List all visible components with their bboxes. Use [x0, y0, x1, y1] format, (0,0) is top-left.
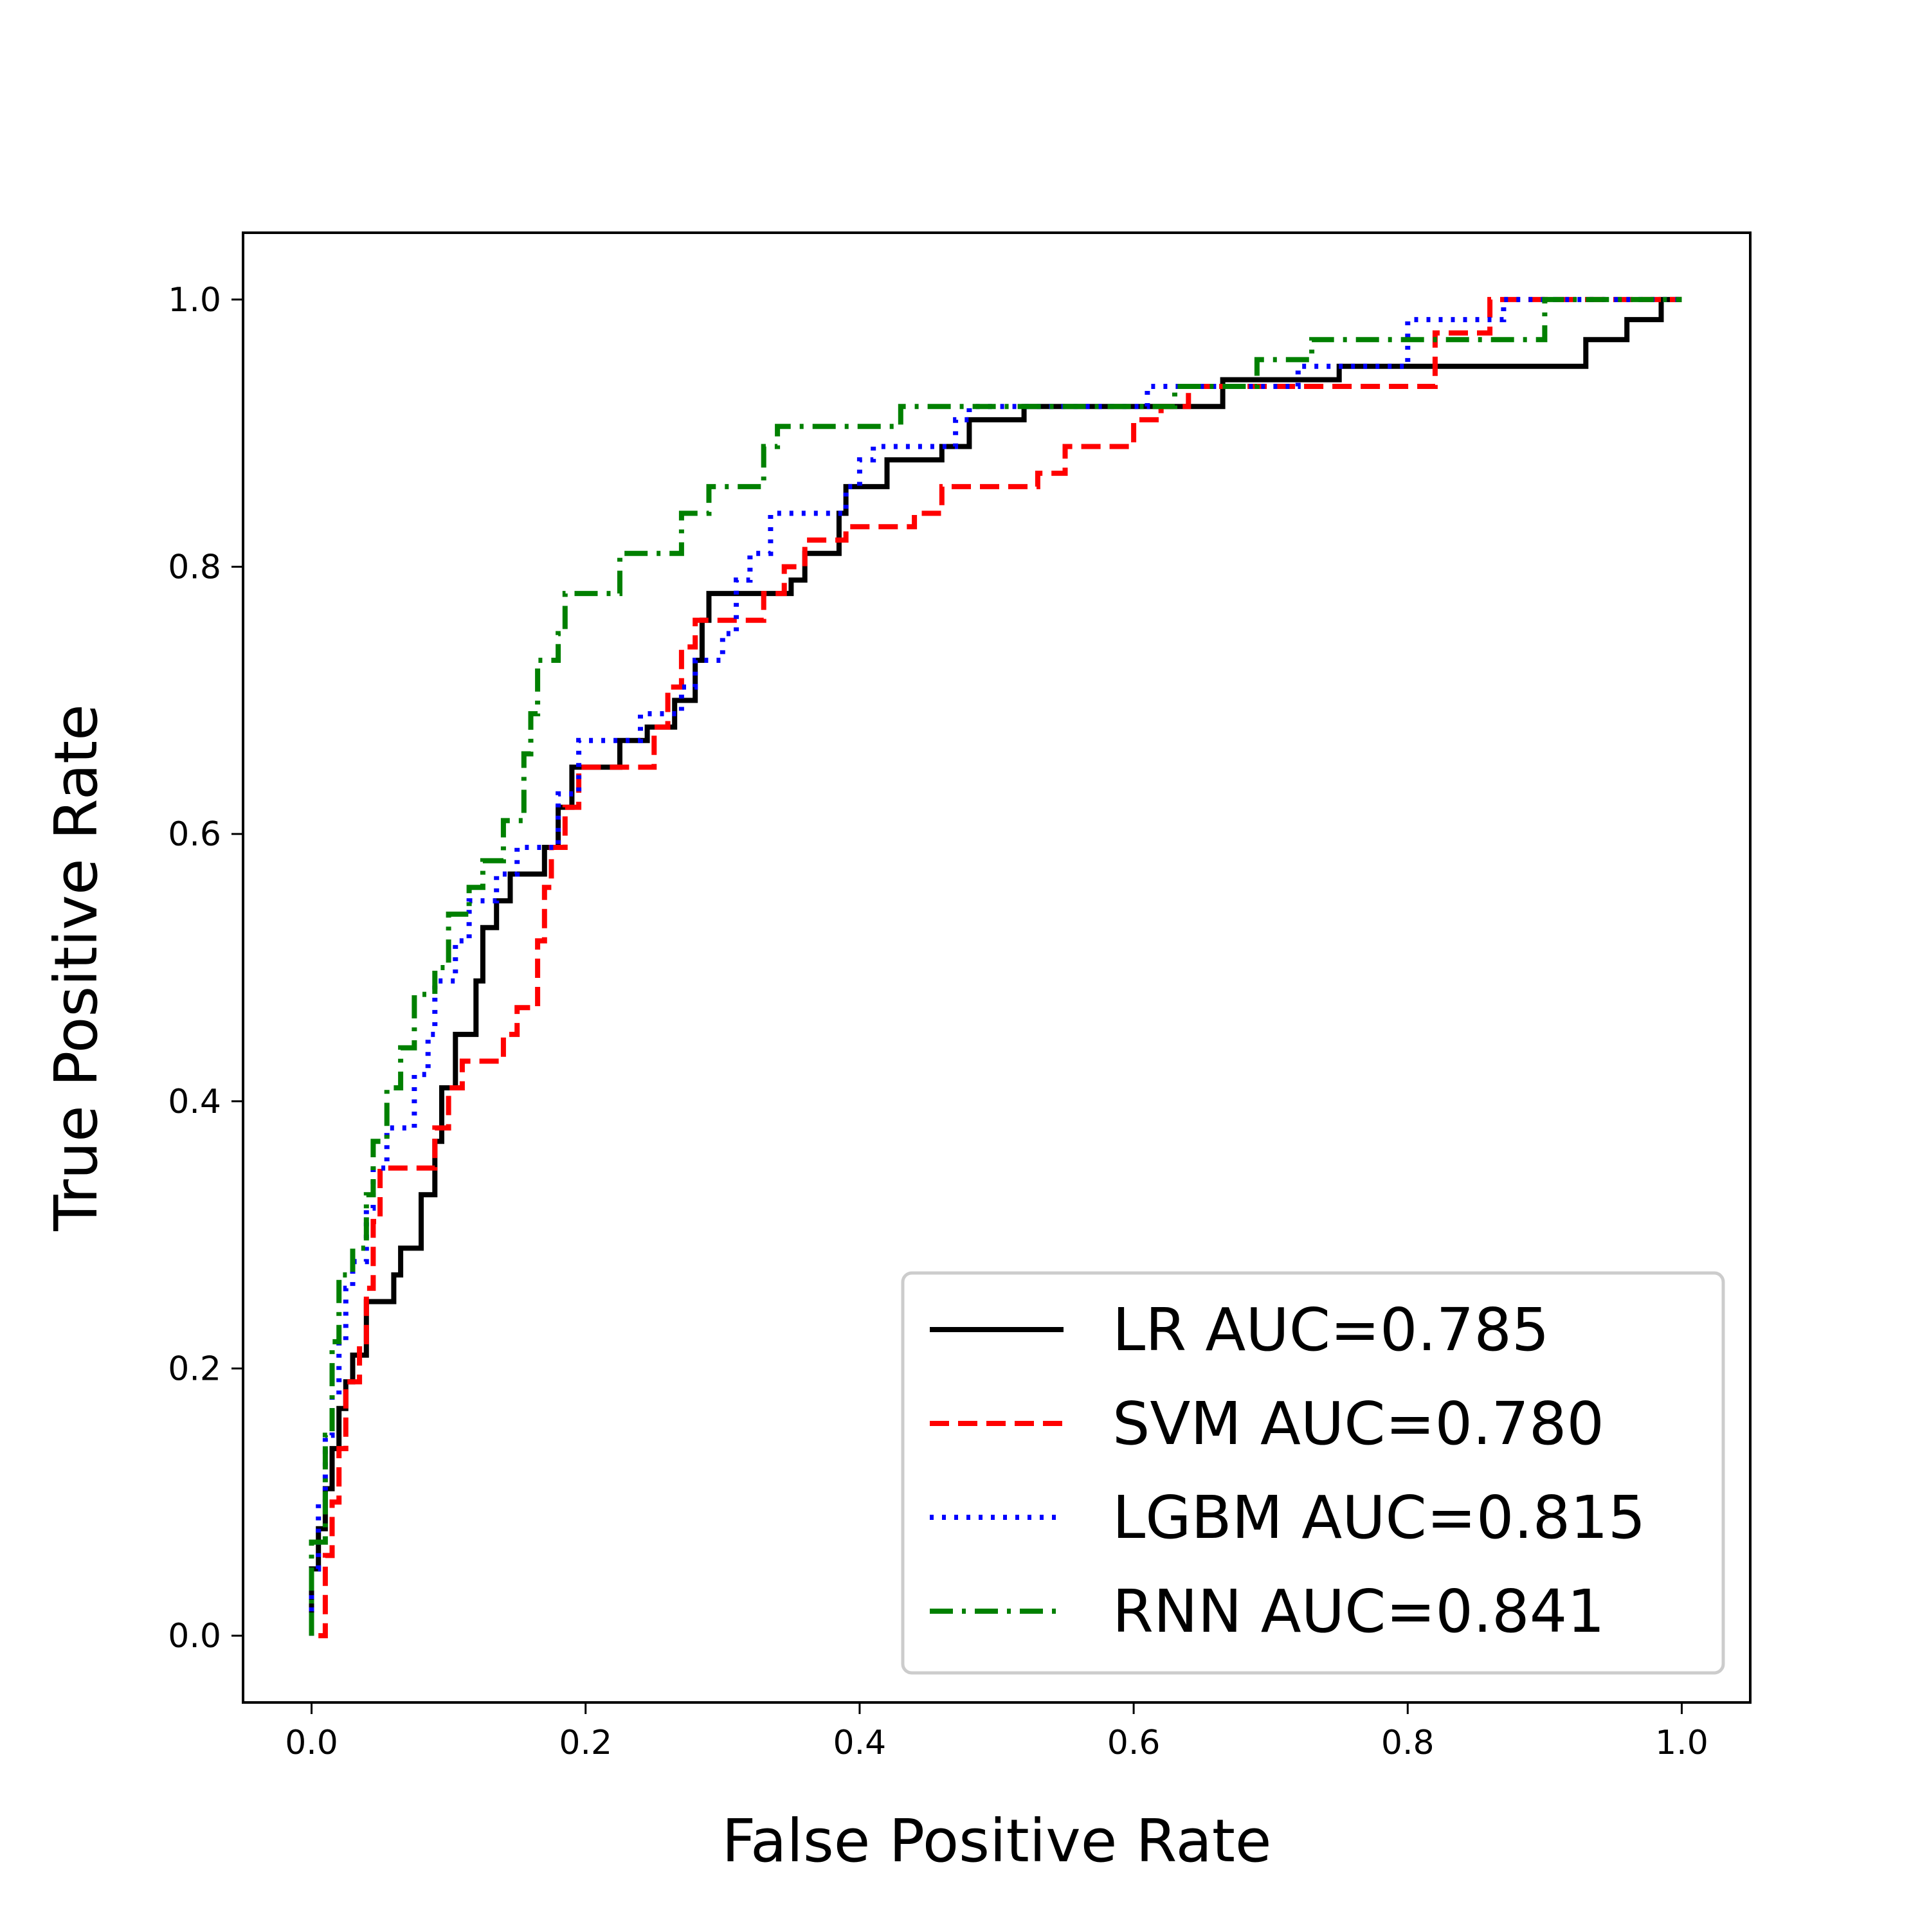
y-axis-title: True Positive Rate — [42, 704, 111, 1232]
legend-label: RNN AUC=0.841 — [1112, 1577, 1605, 1646]
legend-label: LGBM AUC=0.815 — [1112, 1483, 1645, 1552]
series-layer — [309, 296, 1682, 1639]
series-line-lgbm — [309, 296, 1682, 1636]
y-tick-label: 0.2 — [168, 1350, 221, 1388]
axes-frame — [242, 231, 1752, 1704]
y-tick-label: 0.6 — [168, 815, 221, 854]
legend-label: SVM AUC=0.780 — [1112, 1389, 1604, 1458]
axes: 0.0 0.2 0.4 0.6 0.8 1.0 0.0 0.2 0.4 0.6 0.8 1.0 — [168, 281, 1708, 1762]
y-tick-label: 0.4 — [168, 1083, 221, 1121]
series-line-svm — [318, 296, 1682, 1639]
legend-box — [901, 1271, 1725, 1675]
x-tick-label: 0.4 — [833, 1724, 887, 1762]
x-tick-label: 0.0 — [285, 1724, 338, 1762]
x-tick-label: 0.8 — [1381, 1724, 1435, 1762]
plot-frame — [242, 231, 1752, 1704]
legend: LR AUC=0.785 SVM AUC=0.780 LGBM AUC=0.815 R… — [901, 1271, 1725, 1675]
x-axis-title: False Positive Rate — [721, 1807, 1271, 1875]
x-tick-label: 0.2 — [559, 1724, 612, 1762]
y-tick-label: 1.0 — [168, 281, 221, 320]
x-tick-label: 1.0 — [1655, 1724, 1708, 1762]
y-tick-label: 0.0 — [168, 1617, 221, 1656]
y-tick-label: 0.8 — [168, 548, 221, 587]
x-tick-label: 0.6 — [1107, 1724, 1161, 1762]
legend-label: LR AUC=0.785 — [1112, 1296, 1549, 1364]
